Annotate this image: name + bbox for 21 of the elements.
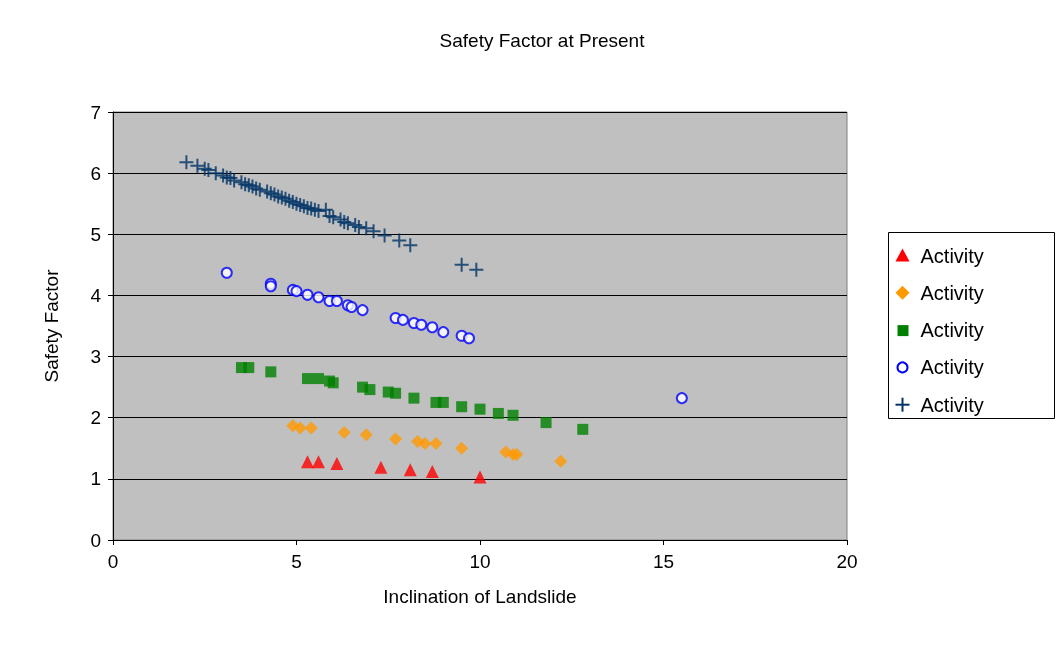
chart-title: Safety Factor at Present: [439, 30, 646, 51]
x-tick-label: 15: [652, 551, 675, 572]
x-tick-label: 20: [836, 551, 858, 572]
legend-label: Activity: [920, 281, 984, 304]
legend-label: Activity: [920, 393, 984, 416]
x-tick-label: 10: [469, 551, 491, 572]
x-tick-label: 0: [107, 551, 119, 572]
y-tick-label: 0: [90, 529, 101, 551]
x-tick-label: 5: [291, 551, 302, 572]
legend-label: Activity: [920, 356, 984, 379]
legend-label: Activity: [920, 244, 984, 267]
y-tick-label: 3: [90, 346, 101, 368]
y-tick-label: 6: [90, 162, 101, 184]
y-axis-title: Safety Factor: [41, 268, 62, 383]
x-axis-title: Inclination of Landslide: [383, 586, 577, 607]
y-tick-label: 1: [90, 468, 101, 490]
y-tick-label: 2: [90, 407, 101, 429]
legend-label: Activity: [920, 319, 984, 342]
y-tick-label: 7: [90, 101, 101, 123]
y-tick-label: 4: [90, 284, 102, 306]
y-tick-label: 5: [90, 223, 101, 245]
